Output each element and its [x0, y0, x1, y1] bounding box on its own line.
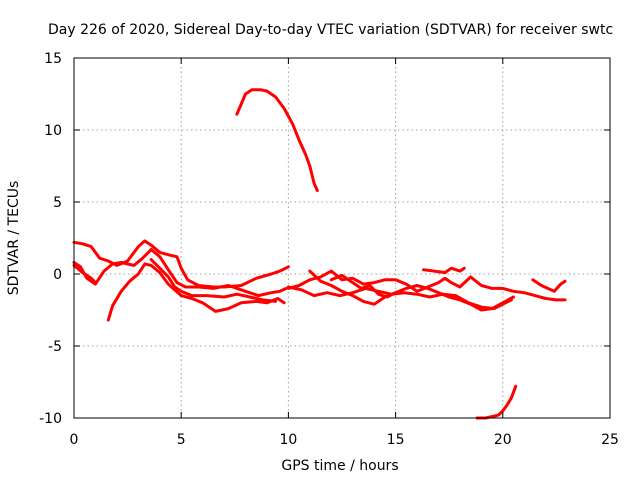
y-tick-label: 5 — [53, 195, 62, 211]
x-axis-label: GPS time / hours — [281, 458, 398, 474]
x-tick-label: 0 — [70, 432, 79, 448]
data-series — [72, 88, 567, 420]
series-arc-3 — [72, 263, 97, 285]
series-arc-13 — [475, 384, 518, 420]
series-arc-9 — [308, 269, 515, 312]
series-arc-2 — [72, 248, 288, 298]
series-arc-5 — [149, 258, 277, 303]
y-tick-labels: -10 -5 0 5 10 15 — [39, 51, 62, 427]
y-tick-label: 0 — [53, 267, 62, 283]
x-tick-label: 20 — [494, 432, 512, 448]
axis-ticks — [73, 57, 611, 419]
series-arc-4 — [106, 262, 286, 322]
grid-lines — [74, 58, 610, 418]
series-arc-7 — [286, 269, 567, 302]
series-arc-1 — [72, 239, 290, 289]
y-tick-label: 15 — [44, 51, 62, 67]
x-tick-label: 5 — [177, 432, 186, 448]
x-tick-label: 10 — [279, 432, 297, 448]
y-axis-label: SDTVAR / TECUs — [6, 181, 22, 296]
series-arc-8 — [286, 285, 513, 311]
y-tick-label: -5 — [48, 339, 62, 355]
y-tick-label: -10 — [39, 411, 62, 427]
y-tick-label: 10 — [44, 123, 62, 139]
chart-title: Day 226 of 2020, Sidereal Day-to-day VTE… — [48, 22, 613, 38]
x-tick-labels: 0 5 10 15 20 25 — [70, 432, 619, 448]
series-arc-11 — [422, 266, 466, 275]
series-arc-10 — [329, 273, 398, 299]
x-tick-label: 25 — [601, 432, 619, 448]
series-arc-6 — [235, 88, 319, 192]
series-arc-12 — [531, 278, 567, 293]
x-tick-label: 15 — [387, 432, 405, 448]
plot-frame — [73, 57, 611, 419]
